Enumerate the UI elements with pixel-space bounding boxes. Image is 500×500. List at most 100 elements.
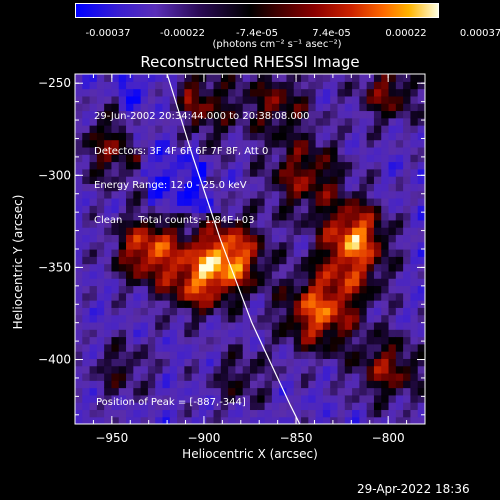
heatmap-cell: [155, 241, 164, 250]
heatmap-cell: [228, 183, 237, 192]
heatmap-cell: [388, 416, 397, 424]
heatmap-cell: [75, 307, 83, 316]
heatmap-cell: [359, 314, 368, 323]
heatmap-cell: [417, 256, 425, 265]
heatmap-cell: [213, 380, 222, 389]
heatmap-cell: [366, 351, 375, 359]
heatmap-cell: [126, 278, 134, 287]
heatmap-cell: [286, 358, 295, 367]
heatmap-cell: [191, 227, 200, 236]
heatmap-cell: [82, 365, 91, 374]
heatmap-cell: [381, 125, 390, 133]
heatmap-cell: [264, 74, 273, 82]
heatmap-cell: [111, 88, 120, 97]
heatmap-cell: [235, 81, 244, 90]
heatmap-cell: [286, 110, 295, 119]
heatmap-cell: [133, 161, 142, 170]
heatmap-cell: [271, 139, 280, 148]
heatmap-cell: [147, 95, 156, 104]
heatmap-cell: [133, 183, 142, 192]
heatmap-cell: [293, 125, 302, 133]
heatmap-cell: [242, 358, 251, 367]
heatmap-cell: [111, 146, 120, 155]
heatmap-cell: [235, 387, 244, 396]
heatmap-cell: [279, 249, 288, 257]
heatmap-cell: [250, 394, 258, 403]
heatmap-cell: [330, 256, 339, 265]
heatmap-cell: [235, 103, 244, 112]
heatmap-cell: [352, 402, 360, 411]
heatmap-cell: [235, 205, 244, 214]
heatmap-cell: [359, 176, 368, 184]
heatmap-cell: [96, 176, 105, 184]
heatmap-cell: [315, 285, 324, 294]
heatmap-cell: [395, 212, 404, 221]
heatmap-cell: [96, 88, 105, 97]
heatmap-cell: [96, 161, 105, 170]
heatmap-cell: [250, 103, 258, 112]
heatmap-cell: [198, 300, 207, 308]
heatmap-cell: [242, 132, 251, 141]
heatmap-cell: [264, 307, 273, 316]
heatmap-cell: [118, 387, 127, 396]
heatmap-cell: [111, 161, 120, 170]
heatmap-cell: [322, 292, 331, 301]
heatmap-cell: [126, 132, 134, 141]
heatmap-cell: [191, 132, 200, 141]
heatmap-cell: [184, 212, 193, 221]
heatmap-cell: [118, 292, 127, 301]
heatmap-cell: [337, 168, 346, 177]
heatmap-cell: [235, 409, 244, 418]
heatmap-cell: [155, 146, 164, 155]
heatmap-cell: [118, 263, 127, 272]
heatmap-cell: [403, 234, 412, 243]
heatmap-cell: [410, 205, 419, 214]
heatmap-cell: [133, 81, 142, 90]
heatmap-cell: [322, 146, 331, 155]
heatmap-cell: [169, 117, 178, 126]
heatmap-cell: [257, 329, 266, 338]
heatmap-cell: [373, 205, 382, 214]
heatmap-cell: [96, 219, 105, 228]
heatmap-cell: [96, 154, 105, 163]
heatmap-cell: [213, 183, 222, 192]
heatmap-cell: [126, 146, 134, 155]
heatmap-cell: [155, 343, 164, 352]
heatmap-cell: [140, 387, 149, 396]
heatmap-cell: [308, 285, 317, 294]
heatmap-cell: [315, 307, 324, 316]
heatmap-cell: [184, 394, 193, 403]
heatmap-cell: [410, 380, 419, 389]
heatmap-cell: [206, 95, 215, 104]
heatmap-cell: [271, 365, 280, 374]
heatmap-cell: [126, 409, 134, 418]
heatmap-cell: [96, 95, 105, 104]
heatmap-cell: [301, 81, 309, 90]
heatmap-cell: [388, 103, 397, 112]
heatmap-cell: [177, 227, 185, 236]
heatmap-cell: [315, 234, 324, 243]
heatmap-cell: [301, 227, 309, 236]
heatmap-cell: [206, 358, 215, 367]
heatmap-cell: [403, 110, 412, 119]
heatmap-cell: [293, 139, 302, 148]
heatmap-cell: [242, 321, 251, 330]
heatmap-cell: [82, 168, 91, 177]
heatmap-cell: [352, 110, 360, 119]
heatmap-cell: [155, 219, 164, 228]
heatmap-cell: [169, 307, 178, 316]
heatmap-cell: [257, 256, 266, 265]
heatmap-cell: [315, 409, 324, 418]
heatmap-cell: [169, 190, 178, 199]
heatmap-cell: [250, 300, 258, 308]
heatmap-cell: [279, 380, 288, 389]
heatmap-cell: [410, 241, 419, 250]
heatmap-cell: [250, 88, 258, 97]
heatmap-cell: [250, 190, 258, 199]
heatmap-cell: [301, 329, 309, 338]
heatmap-cell: [286, 234, 295, 243]
heatmap-cell: [206, 190, 215, 199]
heatmap-cell: [344, 81, 353, 90]
heatmap-cell: [213, 205, 222, 214]
heatmap-cell: [279, 358, 288, 367]
